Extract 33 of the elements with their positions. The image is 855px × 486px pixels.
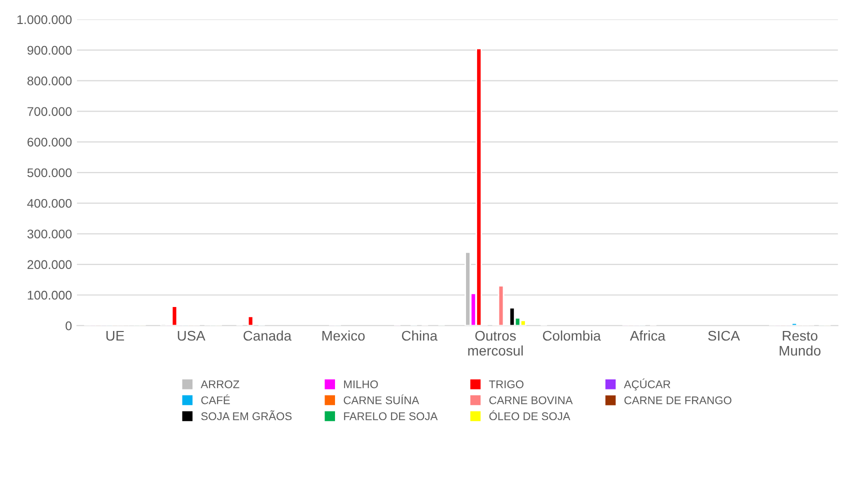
x-tick-label: China — [402, 330, 438, 341]
legend-label: FARELO DE SOJA — [344, 412, 438, 420]
legend-label: CARNE BOVINA — [489, 396, 573, 404]
x-tick-label: Canada — [244, 330, 292, 341]
legend-label: AÇÚCAR — [624, 378, 670, 390]
legend-label: CARNE SUÍNA — [344, 394, 420, 404]
x-tick-label: Colombia — [542, 330, 601, 341]
x-tick-label: Resto Mundo — [780, 330, 821, 356]
legend-label: MILHO — [344, 380, 378, 388]
legend-label: CARNE DE FRANGO — [624, 396, 732, 404]
y-tick-label: 700.000 — [28, 107, 72, 116]
x-tick-label: UE — [106, 330, 124, 341]
y-tick-label: 800.000 — [27, 76, 72, 86]
x-tick-label: Outros mercosul — [468, 330, 523, 356]
y-tick-label: 1.000.000 — [17, 15, 72, 24]
bar — [247, 316, 254, 326]
legend-label: TRIGO — [489, 380, 524, 388]
y-tick-label: 400.000 — [27, 198, 72, 208]
legend-label: SOJA EM GRÃOS — [201, 410, 292, 420]
legend-label: CAFÉ — [201, 394, 230, 404]
x-tick-label: Africa — [630, 330, 666, 341]
x-tick-label: Mexico — [322, 330, 365, 341]
y-tick-label: 0 — [66, 321, 72, 330]
legend-label: ÓLEO DE SOJA — [489, 410, 570, 420]
y-tick-label: 500.000 — [27, 168, 72, 178]
y-tick-label: 600.000 — [28, 138, 72, 147]
y-tick-label: 300.000 — [27, 230, 72, 238]
y-tick-label: 100.000 — [28, 290, 72, 300]
legend-label: ARROZ — [200, 380, 240, 388]
y-tick-label: 200.000 — [28, 260, 72, 270]
x-tick-label: USA — [178, 330, 206, 341]
y-tick-label: 900.000 — [27, 46, 72, 55]
x-tick-label: SICA — [708, 330, 740, 341]
